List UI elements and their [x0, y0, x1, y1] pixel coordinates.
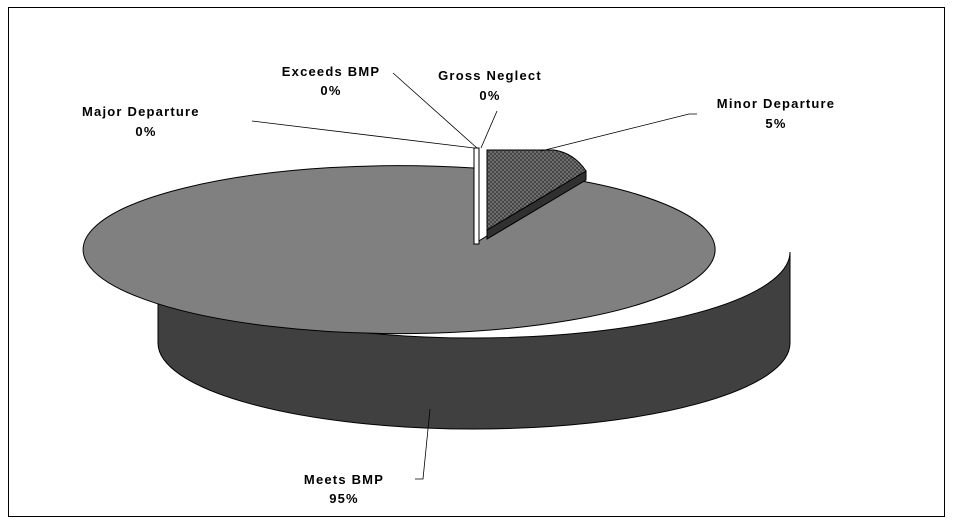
pie-slice-zero-values [473, 147, 480, 245]
label-minor-departure: Minor Departure [717, 96, 835, 111]
leader-line-gross-neglect [480, 110, 498, 149]
pct-exceeds-bmp: 0% [320, 83, 341, 98]
pct-major-departure: 0% [135, 124, 156, 139]
pie-slice-minor-departure [486, 149, 587, 231]
label-exceeds-bmp: Exceeds BMP [282, 64, 380, 79]
pie-slice-meets-bmp [82, 165, 716, 335]
pct-meets-bmp: 95% [329, 491, 359, 506]
pie-chart: Major Departure 0% Exceeds BMP 0% Gross … [82, 64, 835, 506]
leader-line-major-departure [251, 120, 475, 149]
label-major-departure: Major Departure [82, 104, 200, 119]
leader-line-minor-departure [540, 113, 697, 152]
label-meets-bmp: Meets BMP [304, 472, 384, 487]
leader-line-meets-bmp [415, 408, 431, 480]
label-gross-neglect: Gross Neglect [438, 68, 542, 83]
pct-gross-neglect: 0% [479, 88, 500, 103]
pct-minor-departure: 5% [765, 116, 786, 131]
leader-line-exceeds-bmp [392, 72, 478, 149]
chart-frame: Major Departure 0% Exceeds BMP 0% Gross … [8, 7, 945, 517]
